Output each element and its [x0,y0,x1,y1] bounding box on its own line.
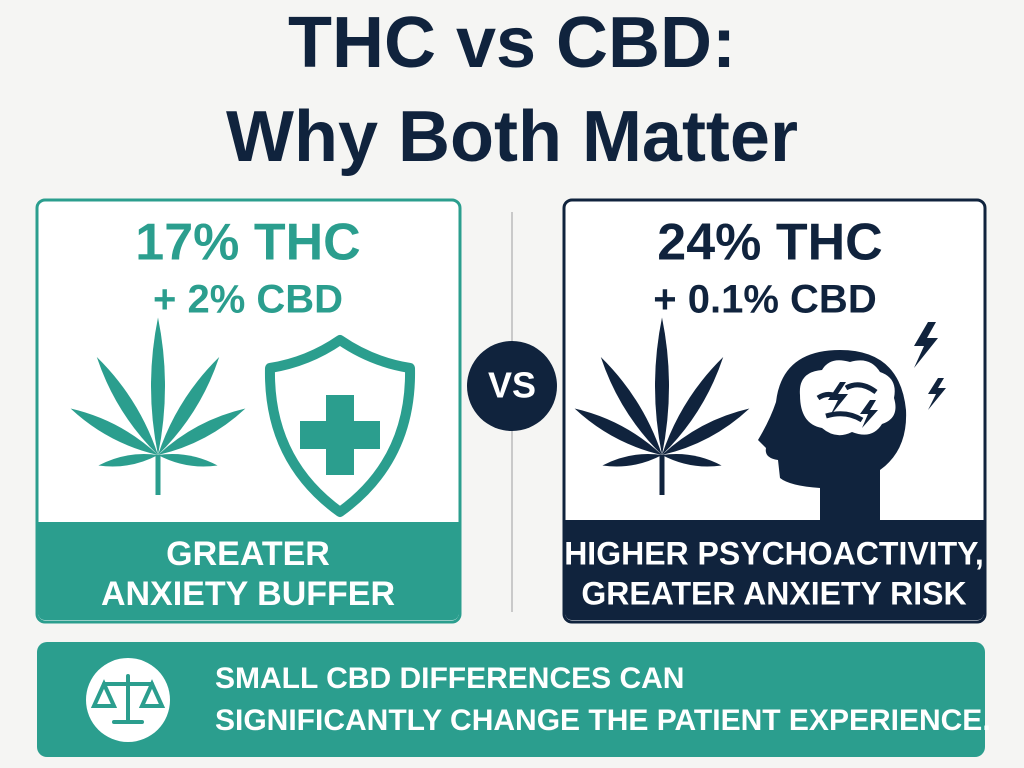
caption-line: ANXIETY BUFFER [101,575,395,613]
cbd-value: + 2% CBD [153,278,343,322]
shield-icon [264,335,416,517]
scale-icon [90,674,166,724]
caption-line: HIGHER PSYCHOACTIVITY, [564,535,984,571]
footer-line: SIGNIFICANTLY CHANGE THE PATIENT EXPERIE… [215,704,991,737]
cbd-value: + 0.1% CBD [653,278,876,322]
title-line: Why Both Matter [226,97,798,177]
footer-banner: SMALL CBD DIFFERENCES CAN SIGNIFICANTLY … [37,642,991,757]
vs-badge [467,341,557,431]
caption-line: GREATER [166,535,330,573]
left-panel: 17% THC + 2% CBD GREATER ANXIETY BUFFER [35,198,462,624]
vs-label: VS [488,365,536,406]
right-panel: 24% THC + 0.1% CBD HIGHER PSYCHOACTIVITY… [562,198,987,624]
thc-value: 17% THC [135,214,360,272]
thc-value: 24% THC [657,214,882,272]
footer-line: SMALL CBD DIFFERENCES CAN [215,662,684,695]
caption-line: GREATER ANXIETY RISK [581,575,966,611]
head-icon [758,322,946,520]
title-line: THC vs CBD: [288,3,736,83]
